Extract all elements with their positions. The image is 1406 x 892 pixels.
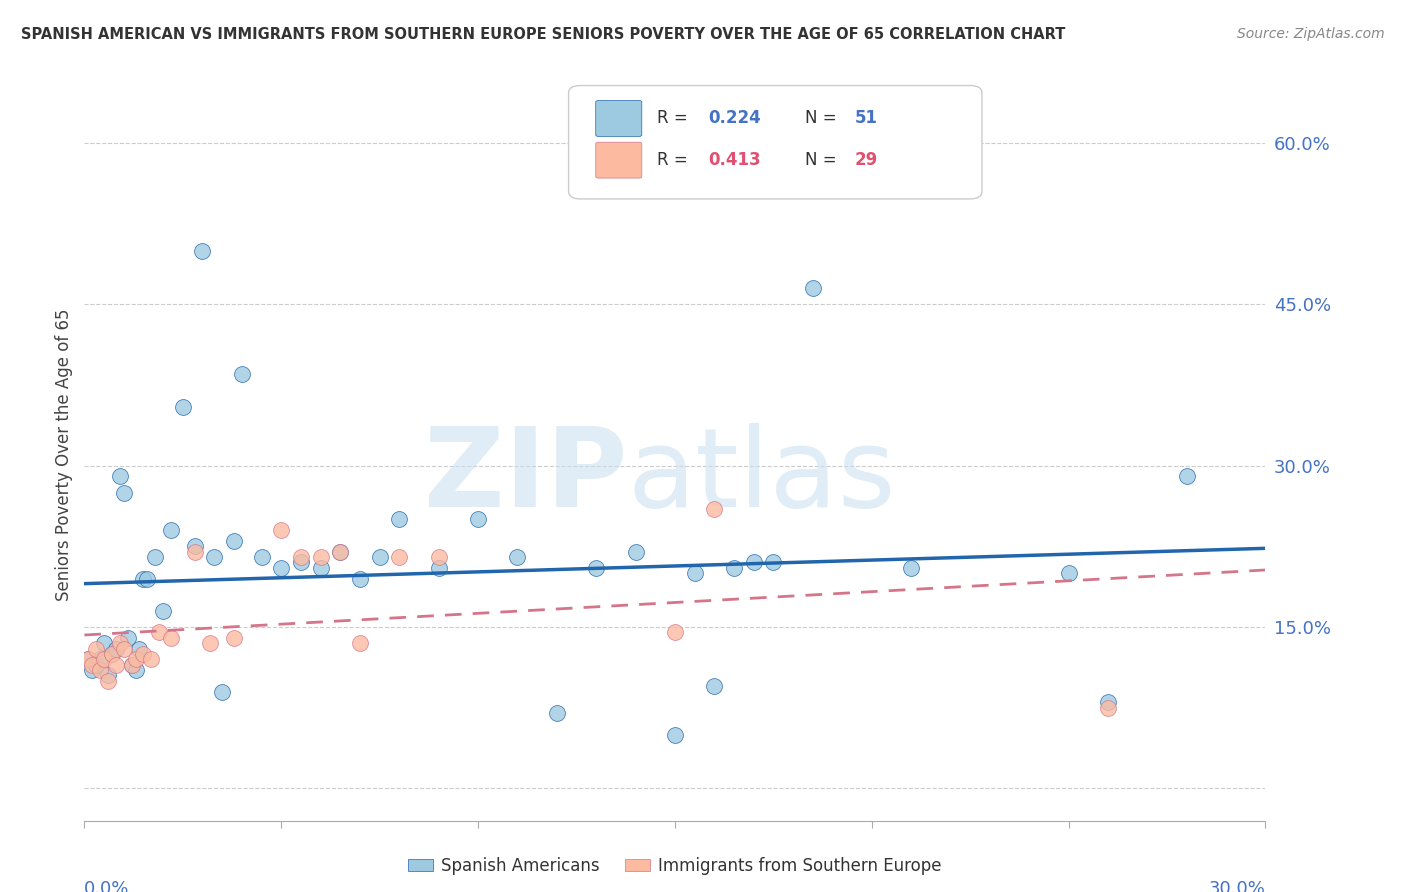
Point: [93, 636, 115, 650]
Text: 0.0%: 0.0%: [84, 880, 129, 892]
Point: [101, 647, 124, 661]
Text: 0.224: 0.224: [709, 110, 761, 128]
Point: [388, 550, 411, 565]
Text: R =: R =: [657, 151, 693, 169]
Text: atlas: atlas: [627, 424, 896, 531]
Point: [108, 469, 131, 483]
Text: 51: 51: [855, 110, 877, 128]
Point: [101, 647, 124, 661]
Point: [202, 550, 225, 565]
Point: [585, 561, 607, 575]
Point: [112, 641, 135, 656]
Point: [136, 572, 159, 586]
Point: [309, 561, 332, 575]
Point: [329, 545, 352, 559]
Point: [84, 657, 107, 672]
Text: ZIP: ZIP: [425, 424, 627, 531]
Point: [762, 556, 785, 570]
Point: [1057, 566, 1080, 581]
Point: [108, 636, 131, 650]
Point: [112, 485, 135, 500]
Text: Source: ZipAtlas.com: Source: ZipAtlas.com: [1237, 27, 1385, 41]
Point: [742, 556, 765, 570]
Point: [82, 657, 104, 672]
Point: [222, 631, 245, 645]
Point: [801, 281, 824, 295]
Point: [467, 512, 489, 526]
Point: [703, 501, 725, 516]
Point: [506, 550, 529, 565]
Point: [89, 652, 111, 666]
Point: [624, 545, 647, 559]
Point: [200, 636, 222, 650]
FancyBboxPatch shape: [596, 142, 641, 178]
Text: 0.413: 0.413: [709, 151, 761, 169]
Point: [132, 647, 155, 661]
Point: [183, 539, 205, 553]
Point: [250, 550, 273, 565]
Point: [270, 561, 292, 575]
Point: [121, 657, 143, 672]
Point: [427, 550, 450, 565]
FancyBboxPatch shape: [596, 101, 641, 136]
Point: [191, 244, 214, 258]
Point: [172, 400, 194, 414]
Point: [664, 728, 686, 742]
Point: [222, 533, 245, 548]
Point: [664, 625, 686, 640]
Point: [211, 684, 233, 698]
Point: [77, 652, 100, 666]
Point: [152, 604, 174, 618]
Point: [329, 545, 352, 559]
Point: [900, 561, 922, 575]
Point: [148, 625, 170, 640]
Point: [160, 523, 183, 537]
Text: 30.0%: 30.0%: [1209, 880, 1265, 892]
Point: [97, 673, 120, 688]
Point: [1175, 469, 1198, 483]
Point: [183, 545, 205, 559]
Point: [1097, 695, 1119, 709]
Point: [270, 523, 292, 537]
Point: [349, 572, 371, 586]
Y-axis label: Seniors Poverty Over the Age of 65: Seniors Poverty Over the Age of 65: [55, 309, 73, 601]
Point: [309, 550, 332, 565]
Point: [132, 572, 155, 586]
Point: [84, 641, 107, 656]
Text: 29: 29: [855, 151, 877, 169]
Point: [117, 631, 139, 645]
Point: [141, 652, 163, 666]
Point: [124, 652, 146, 666]
Point: [427, 561, 450, 575]
Point: [104, 657, 127, 672]
Point: [546, 706, 568, 720]
Legend: Spanish Americans, Immigrants from Southern Europe: Spanish Americans, Immigrants from South…: [401, 850, 949, 882]
Point: [723, 561, 745, 575]
Point: [104, 641, 127, 656]
Point: [231, 368, 253, 382]
Point: [143, 550, 166, 565]
Point: [97, 668, 120, 682]
Text: N =: N =: [804, 151, 842, 169]
Text: N =: N =: [804, 110, 842, 128]
Point: [349, 636, 371, 650]
FancyBboxPatch shape: [568, 86, 981, 199]
Point: [388, 512, 411, 526]
Point: [368, 550, 391, 565]
Point: [82, 663, 104, 677]
Point: [683, 566, 706, 581]
Point: [124, 663, 146, 677]
Point: [128, 641, 150, 656]
Point: [290, 556, 312, 570]
Point: [1097, 700, 1119, 714]
Point: [89, 663, 111, 677]
Point: [93, 652, 115, 666]
Text: R =: R =: [657, 110, 693, 128]
Point: [290, 550, 312, 565]
Point: [121, 657, 143, 672]
Point: [77, 652, 100, 666]
Point: [160, 631, 183, 645]
Point: [703, 679, 725, 693]
Text: SPANISH AMERICAN VS IMMIGRANTS FROM SOUTHERN EUROPE SENIORS POVERTY OVER THE AGE: SPANISH AMERICAN VS IMMIGRANTS FROM SOUT…: [21, 27, 1066, 42]
